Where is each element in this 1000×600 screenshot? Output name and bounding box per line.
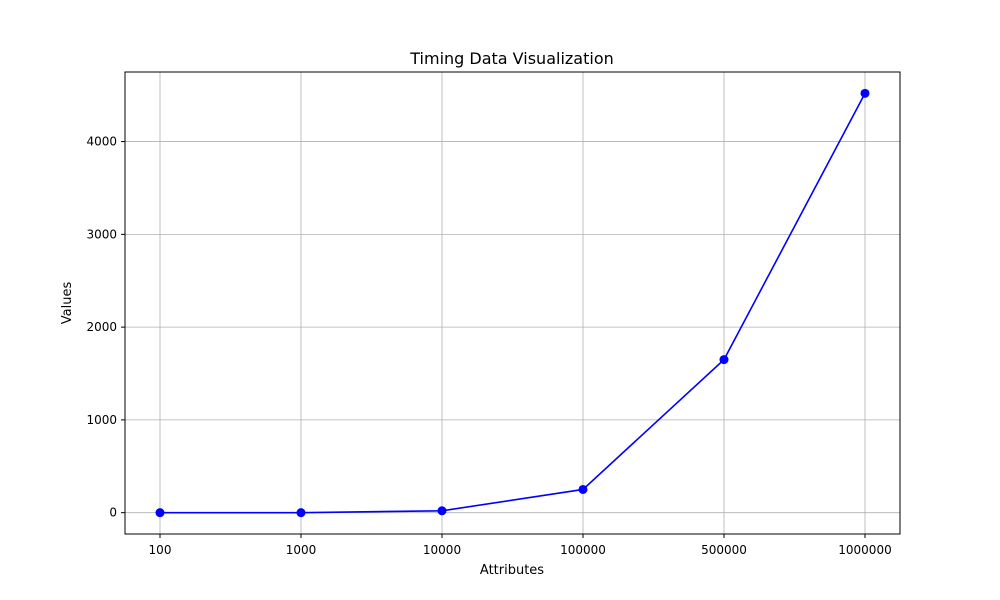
x-tick-label: 100000 [560,543,606,557]
y-tick-label: 1000 [86,413,117,427]
data-series [155,88,870,518]
series-line [160,92,866,514]
data-point [155,508,165,518]
y-axis-label: Values [60,282,75,325]
y-tick-label: 2000 [86,320,117,334]
plot-frame [124,71,901,535]
x-tick-label: 100 [149,543,172,557]
data-point [719,355,729,365]
chart-title: Timing Data Visualization [409,49,614,68]
data-point [860,88,870,98]
data-point [578,484,588,494]
y-tick-label: 0 [109,506,117,520]
x-tick-label: 10000 [423,543,461,557]
y-tick-label: 3000 [86,227,117,241]
x-tick-label: 500000 [701,543,747,557]
x-axis-label: Attributes [480,563,544,578]
x-tick-label: 1000000 [838,543,891,557]
y-tick-label: 4000 [86,135,117,149]
data-point [437,506,447,516]
axis-ticks: 100 1000 10000 100000 500000 1000000 0 1000 2000… [86,135,891,557]
data-point [296,508,306,518]
x-tick-label: 1000 [286,543,317,557]
